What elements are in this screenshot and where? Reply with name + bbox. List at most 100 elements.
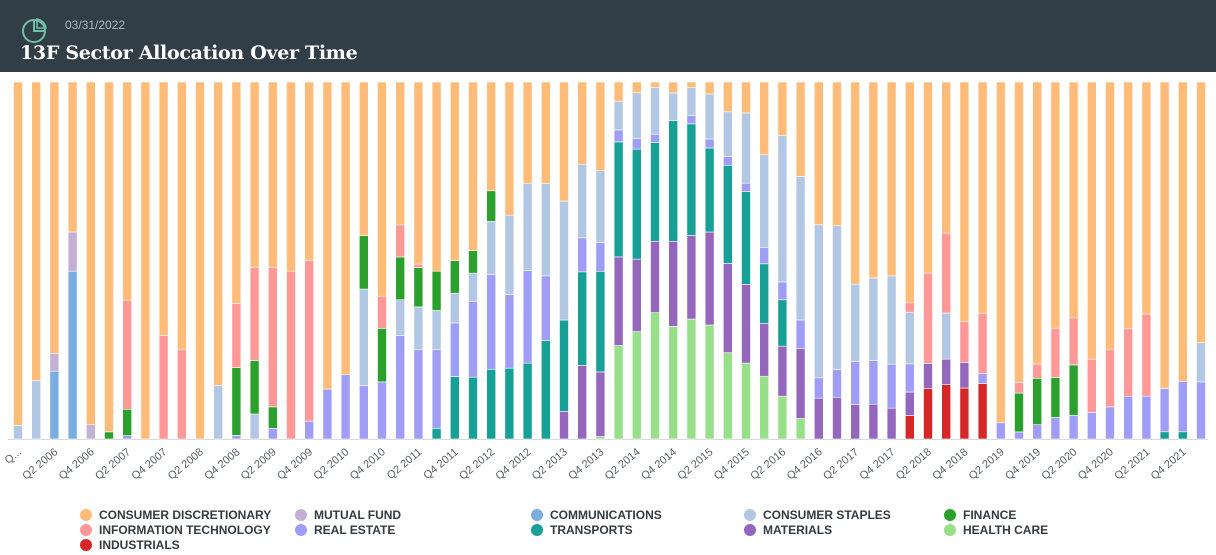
bar-segment-materials-q1-2017[interactable] [832, 396, 842, 440]
bar-segment-communications-q3-2006[interactable] [67, 270, 78, 440]
bar-segment-information-technology-q2-2011[interactable] [413, 263, 424, 268]
bar-segment-transports-q4-2011[interactable] [449, 376, 460, 440]
bar-segment-consumer-staples-q1-2018[interactable] [904, 311, 915, 365]
bar-segment-materials-q2-2018[interactable] [923, 363, 933, 390]
bar-segment-consumer-staples-q1-2014[interactable] [613, 100, 624, 131]
bar-segment-consumer-discretionary-q1-2015[interactable] [686, 81, 697, 88]
bar-segment-health-care-q2-2015[interactable] [704, 324, 715, 440]
bar-segment-real-estate-q2-2017[interactable] [850, 361, 861, 405]
bar-segment-consumer-staples-q1-2009[interactable] [249, 413, 260, 440]
legend-item-consumer-staples[interactable]: CONSUMER STAPLES [744, 508, 891, 522]
bar-segment-transports-q4-2012[interactable] [522, 362, 533, 440]
bar-segment-health-care-q4-2015[interactable] [741, 362, 751, 440]
bar-segment-real-estate-q3-2010[interactable] [358, 385, 369, 440]
bar-segment-consumer-discretionary-q1-2014[interactable] [613, 81, 624, 102]
bar-segment-consumer-discretionary-q3-2011[interactable] [431, 81, 442, 272]
bar-segment-consumer-discretionary-q3-2013[interactable] [577, 81, 588, 165]
bar-segment-materials-q4-2015[interactable] [741, 284, 751, 364]
bar-segment-real-estate-q4-2009[interactable] [304, 420, 315, 440]
bar-segment-consumer-staples-q2-2013[interactable] [559, 200, 569, 321]
bar-segment-real-estate-q2-2011[interactable] [413, 349, 424, 440]
legend-item-finance[interactable]: FINANCE [944, 508, 1016, 522]
bar-segment-information-technology-q2-2007[interactable] [122, 299, 132, 410]
bar-segment-consumer-staples-q4-2005[interactable] [13, 424, 23, 440]
bar-segment-health-care-q4-2013[interactable] [595, 436, 606, 440]
bar-segment-transports-q1-2012[interactable] [468, 376, 478, 440]
bar-segment-consumer-staples-q3-2011[interactable] [431, 310, 442, 351]
bar-segment-consumer-discretionary-q2-2006[interactable] [49, 81, 60, 354]
bar-segment-industrials-q3-2018[interactable] [941, 384, 952, 440]
bar-segment-transports-q2-2014[interactable] [631, 148, 642, 260]
bar-segment-information-technology-q1-2011[interactable] [395, 224, 406, 258]
bar-segment-materials-q1-2015[interactable] [686, 235, 697, 320]
bar-segment-information-technology-q3-2009[interactable] [286, 270, 296, 440]
bar-segment-consumer-discretionary-q3-2006[interactable] [67, 81, 78, 233]
bar-segment-consumer-discretionary-q4-2014[interactable] [668, 81, 679, 94]
bar-segment-consumer-discretionary-q1-2012[interactable] [468, 81, 478, 251]
bar-segment-consumer-discretionary-q2-2015[interactable] [704, 81, 715, 95]
bar-segment-transports-q2-2012[interactable] [486, 368, 497, 440]
bar-segment-real-estate-q2-2019[interactable] [995, 422, 1006, 440]
bar-segment-transports-q3-2013[interactable] [577, 271, 588, 366]
bar-segment-information-technology-q4-2007[interactable] [158, 335, 169, 440]
bar-segment-consumer-discretionary-q1-2008[interactable] [177, 81, 187, 351]
bar-segment-information-technology-q1-2009[interactable] [249, 267, 260, 361]
bar-segment-real-estate-q4-2021[interactable] [1178, 380, 1188, 433]
bar-segment-information-technology-q4-2019[interactable] [1032, 363, 1042, 379]
bar-segment-consumer-staples-q4-2017[interactable] [886, 275, 897, 365]
bar-segment-industrials-q2-2018[interactable] [923, 388, 933, 440]
bar-segment-transports-q2-2016[interactable] [777, 299, 788, 347]
bar-segment-consumer-staples-q1-2006[interactable] [31, 380, 42, 440]
bar-segment-consumer-discretionary-q4-2020[interactable] [1105, 81, 1115, 351]
bar-segment-finance-q3-2010[interactable] [358, 235, 369, 290]
bar-segment-consumer-discretionary-q1-2019[interactable] [977, 81, 988, 314]
bar-segment-consumer-staples-q3-2018[interactable] [941, 312, 952, 360]
bar-segment-consumer-discretionary-q3-2015[interactable] [722, 81, 733, 113]
bar-segment-materials-q3-2013[interactable] [577, 365, 588, 440]
bar-segment-consumer-discretionary-q3-2016[interactable] [795, 81, 806, 177]
bar-segment-consumer-discretionary-q2-2019[interactable] [995, 81, 1006, 424]
bar-segment-real-estate-q2-2010[interactable] [340, 374, 351, 440]
bar-segment-consumer-discretionary-q2-2007[interactable] [122, 81, 132, 301]
bar-segment-consumer-staples-q1-2016[interactable] [759, 154, 770, 248]
bar-segment-consumer-discretionary-q4-2010[interactable] [377, 81, 387, 297]
bar-segment-real-estate-q2-2014[interactable] [631, 138, 642, 150]
bar-segment-real-estate-q4-2019[interactable] [1032, 424, 1042, 440]
legend-item-industrials[interactable]: INDUSTRIALS [80, 538, 180, 552]
legend-item-health-care[interactable]: HEALTH CARE [944, 523, 1048, 537]
legend-item-materials[interactable]: MATERIALS [744, 523, 832, 537]
bar-segment-real-estate-q1-2011[interactable] [395, 335, 406, 440]
bar-segment-information-technology-q1-2008[interactable] [177, 349, 187, 440]
bar-segment-transports-q1-2013[interactable] [540, 340, 551, 440]
bar-segment-real-estate-q1-2022[interactable] [1196, 381, 1206, 440]
bar-segment-consumer-discretionary-q3-2019[interactable] [1014, 81, 1024, 383]
bar-segment-consumer-discretionary-q2-2020[interactable] [1068, 81, 1079, 319]
bar-segment-information-technology-q3-2019[interactable] [1014, 382, 1024, 394]
bar-segment-consumer-discretionary-q1-2009[interactable] [249, 81, 260, 268]
bar-segment-consumer-discretionary-q4-2013[interactable] [595, 81, 606, 171]
bar-segment-real-estate-q4-2012[interactable] [522, 270, 533, 364]
bar-segment-consumer-discretionary-q3-2008[interactable] [213, 81, 223, 386]
bar-segment-consumer-discretionary-q2-2008[interactable] [195, 81, 205, 440]
bar-segment-information-technology-q2-2021[interactable] [1141, 313, 1152, 397]
bar-segment-materials-q4-2016[interactable] [813, 397, 824, 440]
bar-segment-industrials-q4-2018[interactable] [959, 387, 970, 440]
bar-segment-materials-q1-2014[interactable] [613, 256, 624, 346]
bar-segment-health-care-q1-2014[interactable] [613, 345, 624, 440]
bar-segment-health-care-q2-2016[interactable] [777, 395, 788, 440]
bar-segment-real-estate-q4-2008[interactable] [231, 435, 242, 440]
bar-segment-real-estate-q4-2017[interactable] [886, 363, 897, 409]
bar-segment-transports-q3-2014[interactable] [650, 142, 660, 242]
bar-segment-consumer-staples-q3-2010[interactable] [358, 288, 369, 386]
bar-segment-consumer-discretionary-q1-2020[interactable] [1050, 81, 1061, 329]
bar-segment-finance-q1-2009[interactable] [249, 360, 260, 415]
bar-segment-materials-q2-2016[interactable] [777, 345, 788, 397]
bar-segment-transports-q3-2011[interactable] [431, 427, 442, 440]
bar-segment-consumer-discretionary-q4-2005[interactable] [13, 81, 23, 426]
bar-segment-finance-q1-2020[interactable] [1050, 377, 1061, 418]
bar-segment-finance-q1-2012[interactable] [468, 250, 478, 274]
bar-segment-information-technology-q2-2018[interactable] [923, 272, 933, 364]
bar-segment-consumer-discretionary-q4-2018[interactable] [959, 81, 970, 322]
bar-segment-transports-q2-2013[interactable] [559, 319, 569, 412]
bar-segment-health-care-q3-2015[interactable] [722, 352, 733, 440]
